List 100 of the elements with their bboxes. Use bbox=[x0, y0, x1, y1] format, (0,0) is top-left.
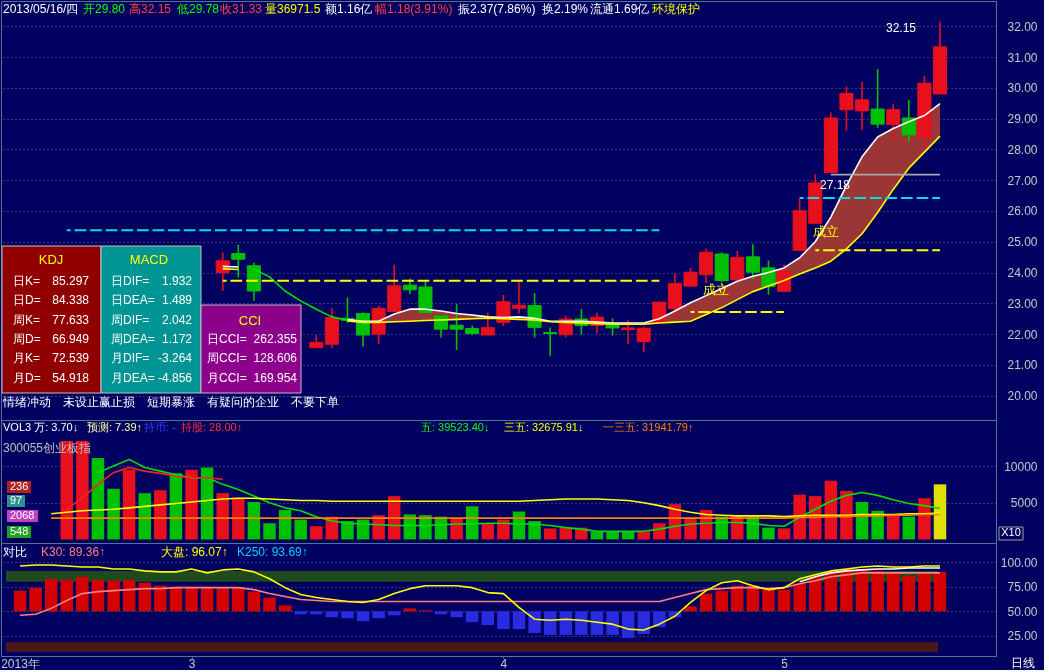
annotation: 月DIF= bbox=[111, 350, 150, 365]
bar bbox=[637, 531, 650, 540]
annotation: 三五: 32675.91↓ bbox=[504, 421, 584, 433]
line-series bbox=[19, 564, 941, 631]
bar bbox=[731, 585, 744, 612]
x-tick-label: 4 bbox=[500, 656, 508, 671]
annotation: 周CCI= bbox=[207, 351, 247, 365]
annotation: 幅1.18(3.91%) bbox=[375, 2, 453, 16]
bar bbox=[91, 579, 105, 612]
bar bbox=[886, 573, 900, 612]
line-series bbox=[50, 497, 941, 518]
bar bbox=[840, 568, 853, 612]
bar bbox=[263, 523, 276, 540]
annotation: 有疑问的企业 bbox=[207, 395, 279, 409]
annotation: 收31.33 bbox=[220, 2, 263, 16]
annotation: 72.539 bbox=[52, 350, 90, 365]
bar bbox=[590, 611, 604, 635]
candlestick bbox=[777, 263, 792, 293]
bar bbox=[497, 611, 510, 630]
bar bbox=[310, 526, 323, 540]
bar bbox=[13, 590, 27, 612]
annotation: 不要下单 bbox=[291, 395, 339, 409]
bar bbox=[918, 498, 931, 540]
bar bbox=[871, 570, 884, 612]
bar bbox=[247, 591, 261, 612]
annotation: 日DEA= bbox=[111, 293, 155, 307]
candlestick bbox=[870, 68, 885, 129]
annotation: 54.918 bbox=[52, 370, 90, 385]
annotation: 振2.37(7.86%) bbox=[458, 2, 536, 16]
annotation: 未设止赢止损 bbox=[63, 395, 135, 409]
annotation: 月D= bbox=[13, 370, 41, 385]
bar bbox=[762, 527, 775, 540]
candlestick bbox=[543, 326, 558, 357]
y-tick-label: 28.00 bbox=[1007, 142, 1038, 157]
bar bbox=[294, 611, 307, 615]
line-series bbox=[19, 572, 941, 617]
bar bbox=[232, 587, 245, 612]
y-tick-label: 23.00 bbox=[1007, 296, 1038, 311]
y-tick-label: 100.00 bbox=[1000, 555, 1038, 570]
bar bbox=[902, 516, 916, 540]
annotation: 日CCI= bbox=[207, 332, 247, 347]
bar bbox=[372, 611, 385, 619]
bar bbox=[216, 587, 229, 612]
annotation: CCI bbox=[238, 312, 262, 328]
y-tick-label: 25.00 bbox=[1007, 235, 1038, 250]
text: X10 bbox=[1001, 526, 1021, 538]
bar bbox=[512, 611, 526, 630]
annotation: 1.172 bbox=[161, 331, 193, 346]
annotation: 五: 39523.40↓ bbox=[421, 421, 490, 433]
candlestick bbox=[215, 251, 230, 292]
bar bbox=[528, 611, 541, 634]
annotation: 236 bbox=[10, 480, 29, 492]
annotation: 77.633 bbox=[52, 312, 90, 327]
bar bbox=[902, 575, 916, 612]
bar bbox=[886, 515, 900, 540]
candlestick bbox=[621, 318, 636, 345]
annotation: KDJ bbox=[38, 252, 64, 267]
line-series bbox=[97, 458, 941, 533]
bar bbox=[606, 611, 619, 635]
bar bbox=[793, 494, 806, 540]
bar bbox=[465, 611, 479, 623]
bar bbox=[543, 528, 557, 540]
annotation: 开29.80 bbox=[83, 2, 126, 16]
bar bbox=[232, 497, 245, 540]
annotation: 1.932 bbox=[161, 274, 193, 288]
line-series bbox=[65, 466, 224, 511]
x-tick-label: 3 bbox=[188, 656, 196, 671]
bar bbox=[341, 611, 354, 619]
annotation: K30: 89.36↑ bbox=[41, 545, 106, 559]
y-tick-label: 27.00 bbox=[1007, 173, 1038, 188]
bar bbox=[434, 611, 448, 615]
bar bbox=[653, 523, 666, 540]
bar bbox=[450, 611, 463, 618]
bar bbox=[263, 597, 276, 612]
bar bbox=[777, 589, 791, 612]
candlestick bbox=[886, 102, 901, 143]
annotation: 周DEA= bbox=[111, 331, 155, 346]
bar bbox=[107, 488, 120, 540]
y-tick-label: 30.00 bbox=[1007, 81, 1038, 96]
bar bbox=[278, 605, 292, 612]
bar bbox=[481, 611, 495, 626]
y-tick-label: 25.00 bbox=[1007, 629, 1038, 644]
bar bbox=[388, 611, 401, 616]
annotation: 预测: 7.39↑ bbox=[87, 421, 143, 433]
annotation: 1.489 bbox=[161, 293, 193, 307]
bar bbox=[559, 611, 572, 635]
bar bbox=[777, 528, 791, 540]
annotation: 环境保护 bbox=[652, 2, 700, 16]
bar bbox=[247, 501, 261, 540]
bar bbox=[325, 611, 339, 618]
bar bbox=[185, 469, 198, 540]
bar bbox=[154, 585, 167, 612]
y-tick-label: 32.00 bbox=[1007, 19, 1038, 34]
annotation: MACD bbox=[129, 252, 169, 267]
annotation: 日K= bbox=[13, 274, 41, 288]
bar bbox=[200, 586, 214, 612]
bar bbox=[575, 611, 588, 635]
bar bbox=[403, 608, 417, 612]
bar bbox=[154, 490, 167, 540]
annotation: 持股: 28.00↑ bbox=[181, 421, 243, 433]
